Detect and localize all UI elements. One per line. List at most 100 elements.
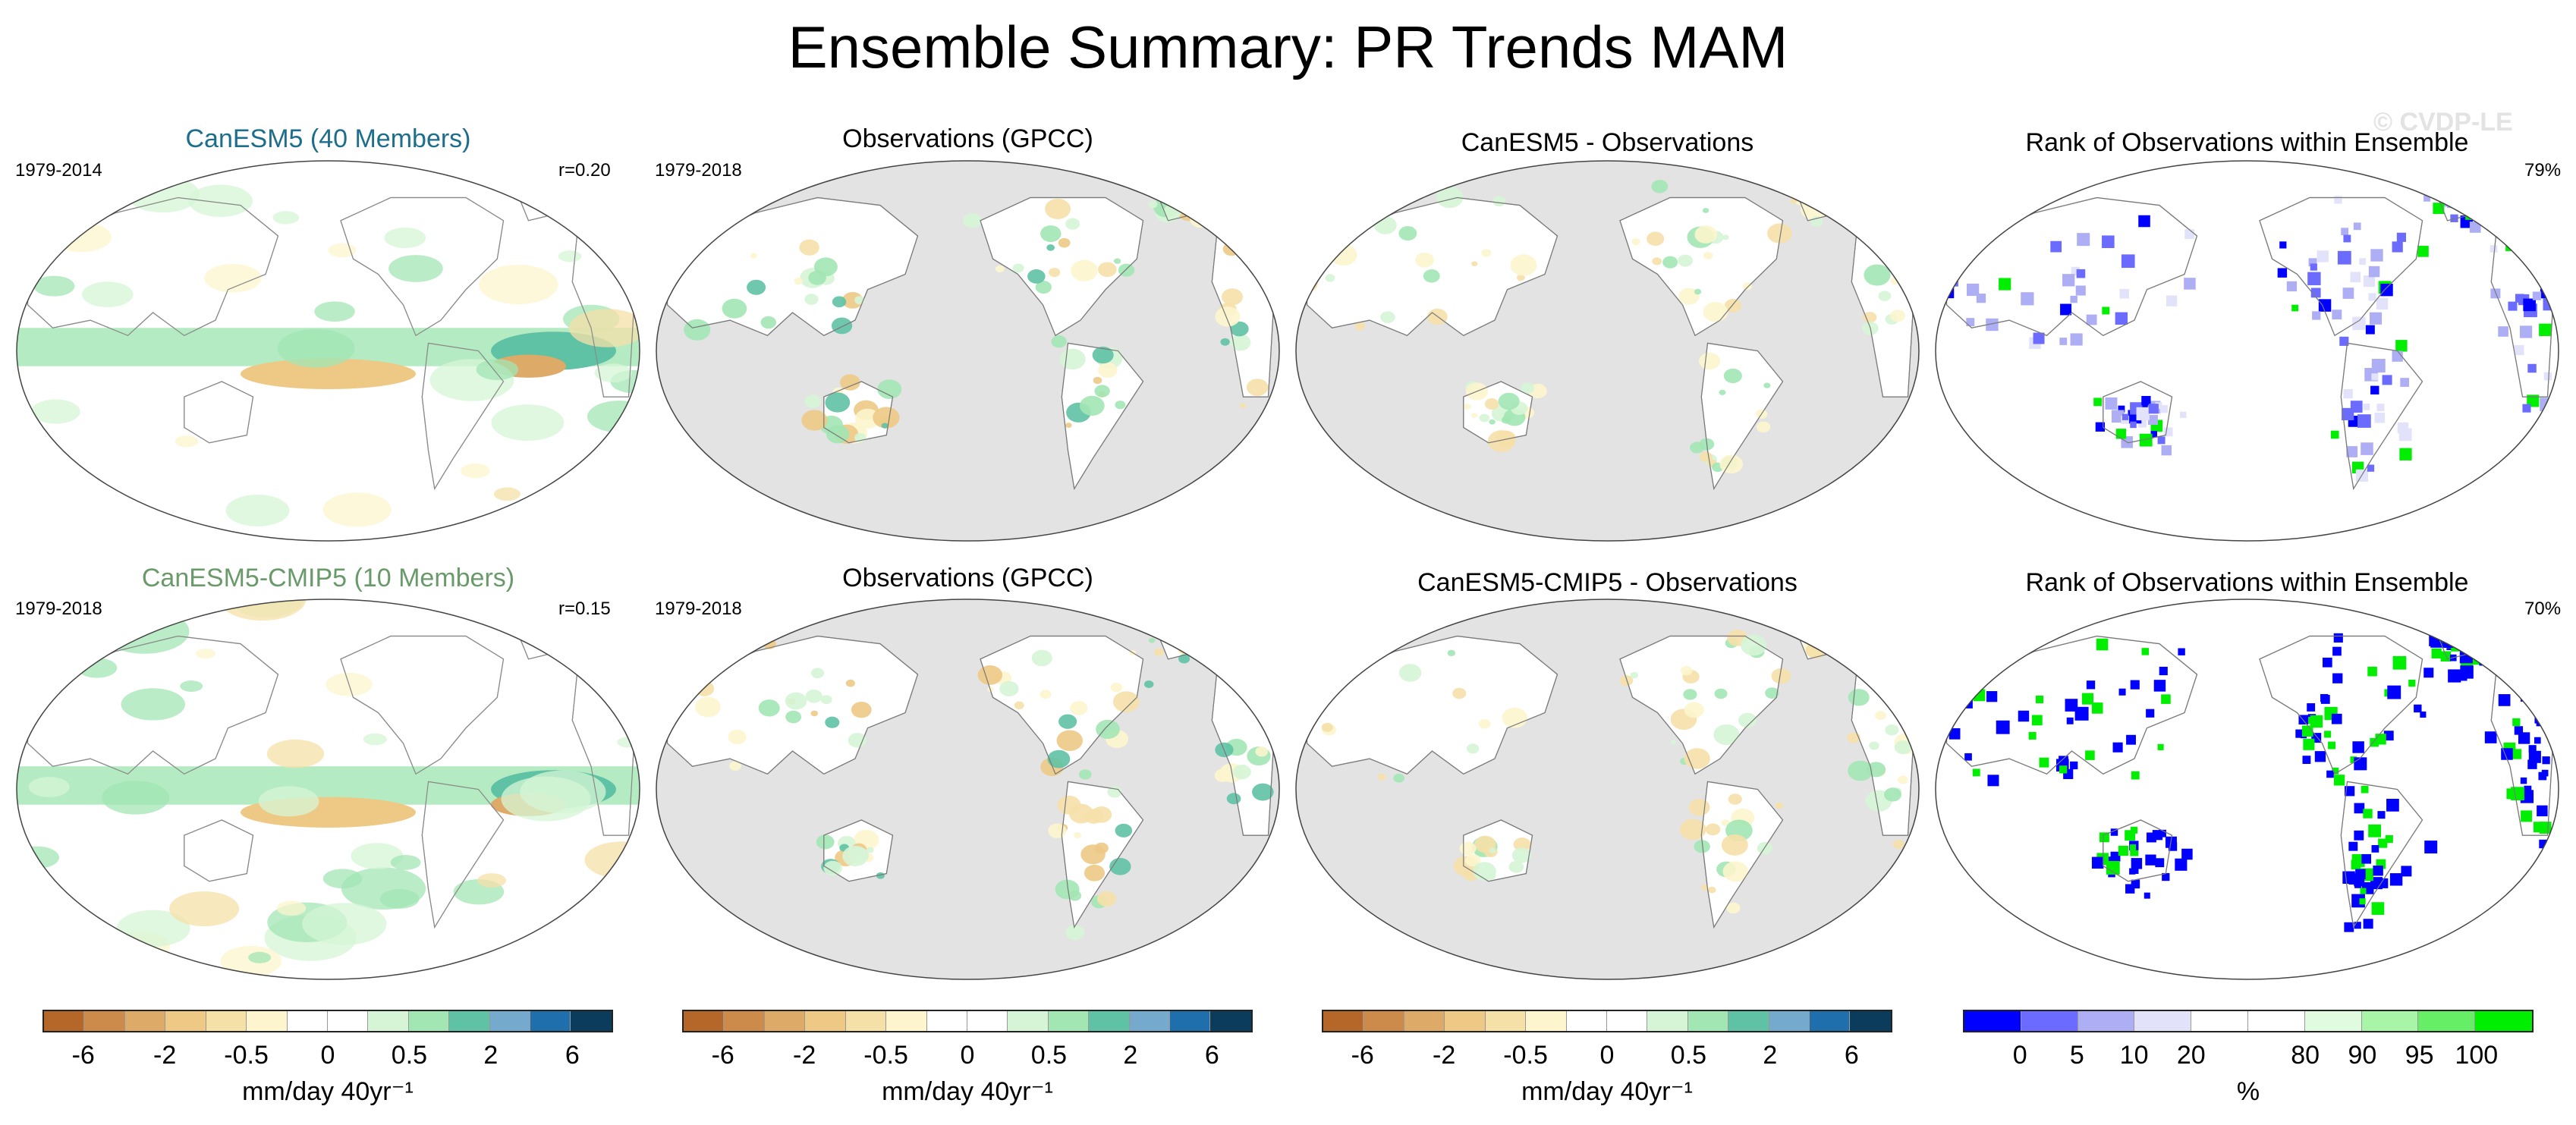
trend-blob: [1848, 689, 1870, 706]
trend-blob: [322, 869, 363, 889]
rank-cell: [2122, 413, 2129, 420]
rank-cell: [2314, 751, 2326, 762]
colorbar-swatch: [2304, 1011, 2362, 1031]
trend-blob: [28, 776, 70, 797]
trend-blob: [1520, 382, 1535, 394]
trend-blob: [379, 889, 420, 909]
rank-cell: [1999, 278, 2011, 291]
colorbar-swatches: [1963, 1010, 2534, 1032]
rank-cell: [2303, 738, 2315, 750]
colorbar-swatch: [1566, 1011, 1607, 1031]
rank-cell: [2354, 803, 2365, 814]
rank-cell: [2091, 702, 2103, 714]
trend-blob: [1471, 413, 1478, 418]
colorbar-swatch: [571, 1011, 612, 1031]
rank-cell: [2370, 385, 2379, 394]
colorbar-units: mm/day 40yr⁻¹: [882, 1077, 1053, 1106]
world-map: [1935, 160, 2559, 542]
rank-cell: [2110, 828, 2118, 836]
rank-cell: [2163, 427, 2173, 437]
rank-cell: [1967, 283, 1980, 297]
rank-cell: [2541, 769, 2549, 777]
trend-blob: [1398, 226, 1417, 241]
trend-blob: [33, 275, 75, 297]
trend-blob: [17, 922, 66, 969]
colorbar-swatch: [1323, 1011, 1364, 1031]
rank-cell: [2456, 191, 2469, 204]
rank-cell: [2161, 694, 2171, 704]
trend-blob: [1684, 702, 1704, 718]
colorbar-swatch: [886, 1011, 927, 1031]
rank-cell: [2565, 252, 2576, 262]
trend-blob: [820, 695, 832, 705]
trend-blob: [1721, 834, 1748, 856]
rank-cell: [2420, 711, 2427, 718]
trend-blob: [1055, 879, 1080, 900]
rank-cell: [2324, 731, 2332, 738]
trend-blob: [1894, 740, 1912, 755]
rank-cell: [2528, 745, 2537, 753]
rank-cell: [2354, 830, 2364, 841]
rank-cell: [2159, 666, 2168, 676]
rank-cell: [2490, 204, 2502, 216]
map-layer: [17, 161, 640, 541]
trend-blob: [1703, 251, 1713, 260]
rank-cell: [2380, 283, 2393, 297]
rank-cell: [2363, 809, 2373, 819]
colorbar-tick-label: -2: [793, 1041, 816, 1070]
rank-cell: [2465, 644, 2477, 656]
rank-cell: [2360, 888, 2367, 894]
rank-cell: [2323, 657, 2332, 668]
trend-blob: [1911, 270, 1919, 290]
rank-cell: [2540, 713, 2549, 722]
trend-blob: [995, 265, 1005, 273]
world-map: [1935, 599, 2559, 980]
trend-blob: [1832, 193, 1841, 200]
colorbar-swatch: [1048, 1011, 1090, 1031]
trend-blob: [1835, 201, 1856, 218]
trend-blob: [1811, 174, 1832, 190]
rank-cell: [2512, 718, 2521, 727]
rank-cell: [2556, 296, 2559, 306]
trend-blob: [225, 494, 290, 526]
rank-cell: [2464, 636, 2476, 649]
rank-cell: [2159, 405, 2168, 413]
rank-cell: [2070, 761, 2078, 770]
rank-cell: [1996, 720, 2010, 734]
rank-cell: [2460, 197, 2471, 208]
trend-blob: [1757, 421, 1771, 433]
rank-cell: [2537, 805, 2548, 817]
trend-blob: [1255, 746, 1269, 757]
trend-blob: [272, 211, 300, 225]
rank-cell: [2130, 680, 2140, 690]
rank-cell: [2115, 312, 2128, 325]
rank-cell: [2395, 340, 2408, 352]
rank-cell: [2392, 241, 2403, 253]
trend-blob: [195, 649, 216, 659]
rank-cell: [2344, 922, 2354, 932]
trend-blob: [1354, 322, 1366, 331]
rank-cell: [2146, 832, 2156, 843]
colorbar-units: mm/day 40yr⁻¹: [1521, 1077, 1693, 1106]
trend-blob: [558, 250, 582, 262]
trend-blob: [1820, 633, 1829, 639]
rank-cell: [2400, 378, 2410, 387]
rank-cell: [2376, 297, 2389, 310]
rank-cell: [2470, 206, 2480, 217]
rank-cell: [2527, 363, 2537, 373]
trend-blob: [116, 910, 190, 947]
rank-cell: [2159, 829, 2166, 837]
colorbar-tick-label: 6: [1204, 1041, 1219, 1070]
rank-cell: [2093, 398, 2103, 407]
colorbar-tick-label: 20: [2176, 1041, 2206, 1070]
rank-cell: [2486, 206, 2494, 213]
rank-cell: [2132, 867, 2139, 874]
map-border: [1295, 599, 1920, 980]
rank-cell: [2521, 810, 2533, 822]
rank-cell: [2563, 356, 2576, 369]
rank-cell: [2370, 737, 2379, 747]
trend-blob: [1110, 682, 1123, 693]
rank-cell: [2184, 229, 2195, 240]
colorbar-tick-label: -0.5: [1503, 1041, 1548, 1070]
trend-blob: [1047, 749, 1071, 768]
